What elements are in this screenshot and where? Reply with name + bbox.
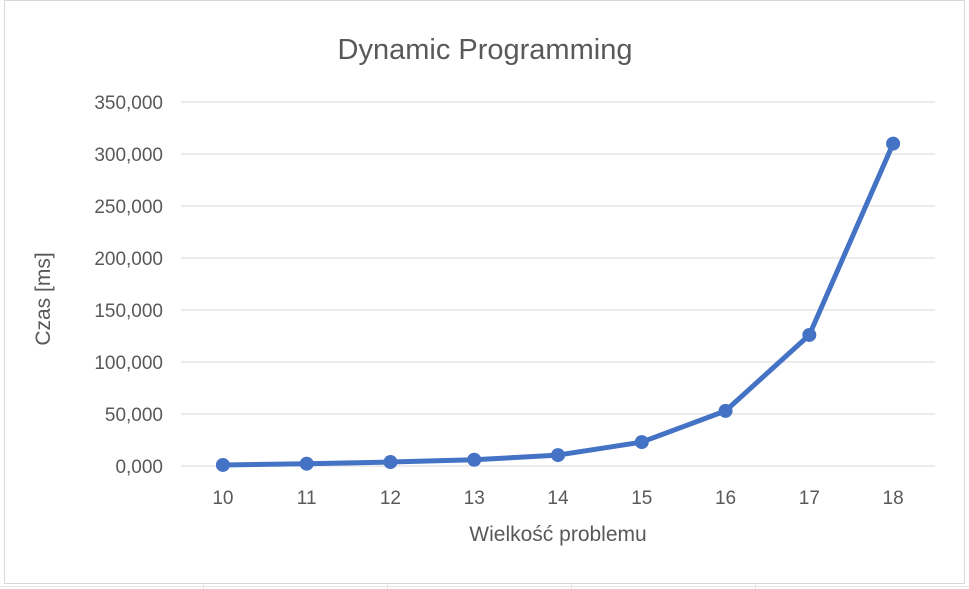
- data-point[interactable]: [383, 455, 398, 470]
- data-point[interactable]: [299, 456, 314, 471]
- y-tick-label: 100,000: [94, 353, 163, 374]
- x-tick-label: 17: [799, 488, 820, 509]
- series-line[interactable]: [220, 141, 896, 468]
- data-point[interactable]: [215, 457, 230, 472]
- x-tick-label: 13: [464, 488, 485, 509]
- y-axis-tick-labels: 0,000 50,000 100,000 150,000 200,000 250,000 3…: [94, 93, 163, 478]
- line-chart: 0,000 50,000 100,000 150,000 200,000 250,000 3…: [32, 34, 935, 546]
- data-point[interactable]: [886, 136, 901, 151]
- x-tick-label: 12: [380, 488, 401, 509]
- data-point[interactable]: [802, 327, 817, 342]
- y-tick-label: 0,000: [115, 457, 163, 478]
- data-point[interactable]: [634, 435, 649, 450]
- data-point[interactable]: [551, 448, 565, 463]
- x-tick-label: 16: [715, 488, 736, 509]
- chart-area[interactable]: 0,000 50,000 100,000 150,000 200,000 250,000 3…: [4, 0, 965, 584]
- x-tick-label: 11: [297, 488, 317, 509]
- y-tick-label: 350,000: [94, 93, 163, 114]
- x-tick-label: 10: [212, 488, 233, 509]
- cell-gridline: [0, 586, 969, 587]
- y-axis-title[interactable]: Czas [ms]: [32, 252, 55, 345]
- y-tick-label: 50,000: [105, 405, 163, 426]
- x-axis-tick-labels: 10 11 12 13 14 15 16 17 18: [212, 488, 903, 509]
- y-tick-label: 200,000: [94, 249, 163, 270]
- y-tick-label: 250,000: [94, 197, 163, 218]
- x-tick-label: 14: [547, 488, 569, 509]
- data-point[interactable]: [718, 403, 733, 418]
- x-tick-label: 18: [883, 488, 904, 509]
- gridlines: [181, 101, 935, 467]
- series-layer: [215, 136, 901, 472]
- y-tick-label: 300,000: [94, 145, 163, 166]
- y-tick-label: 150,000: [94, 301, 163, 322]
- x-axis-title[interactable]: Wielkość problemu: [469, 523, 646, 546]
- data-point[interactable]: [467, 452, 482, 467]
- x-tick-label: 15: [631, 488, 652, 509]
- chart-title[interactable]: Dynamic Programming: [338, 34, 633, 66]
